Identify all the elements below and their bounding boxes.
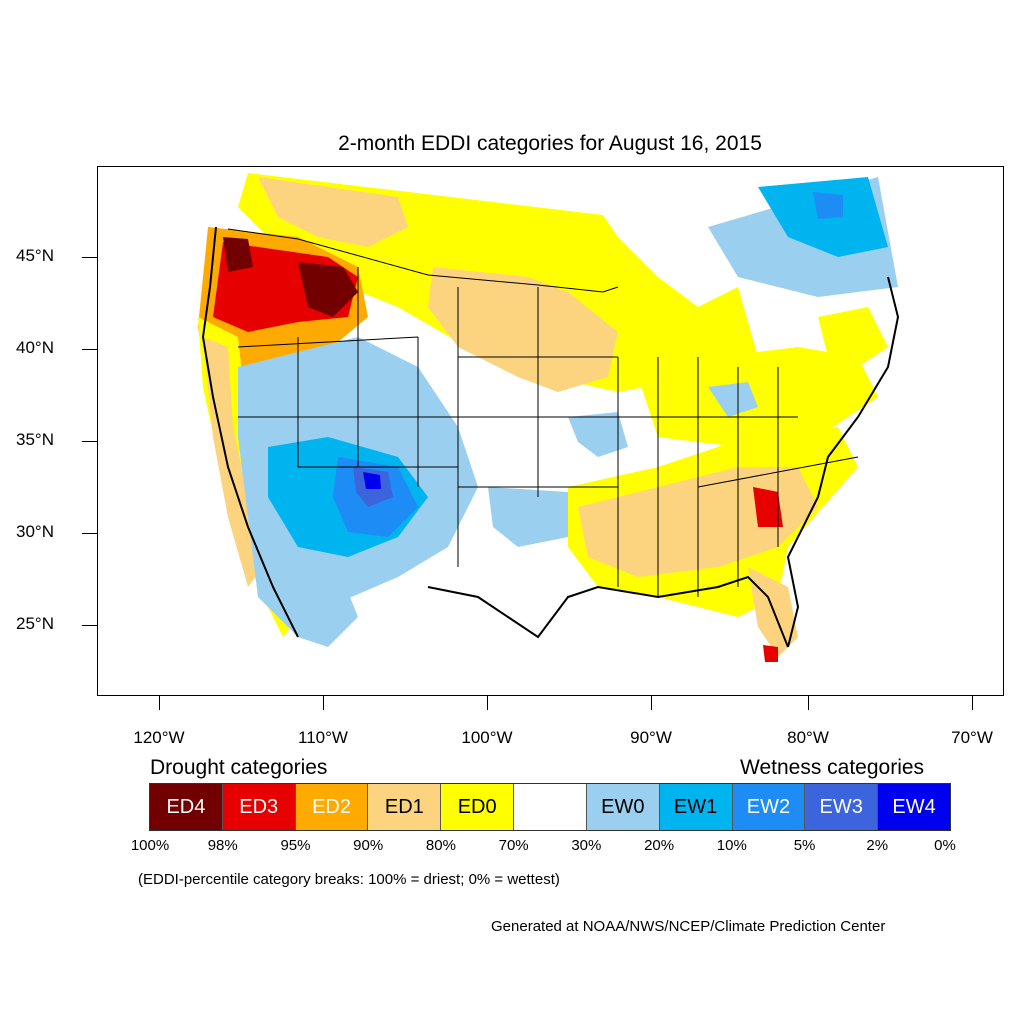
legend-break-label: 95% [280, 837, 311, 854]
legend-box-ed4: ED4 [150, 784, 223, 830]
legend-box-ew4: EW4 [878, 784, 950, 830]
lon-label-120: 120°W [133, 728, 185, 747]
drought-categories-header: Drought categories [150, 756, 328, 779]
legend-box-ew0: EW0 [586, 784, 660, 830]
ew1-region-baja [283, 547, 358, 647]
ed3-region-florida [763, 645, 778, 662]
ed4-region-pnw [298, 262, 358, 317]
legend-box-ew3: EW3 [805, 784, 879, 830]
us-coastline-gulf [427, 575, 789, 648]
lat-label-40: 40°N [16, 338, 54, 357]
legend-box-neutral [514, 784, 587, 830]
state-lines-east [618, 357, 859, 597]
legend-break-label: 80% [425, 837, 456, 854]
legend-box-ed3: ED3 [222, 784, 296, 830]
lon-tick-100 [487, 696, 488, 710]
ew2-region-canada-east [813, 192, 843, 219]
lon-tick-120 [159, 696, 160, 710]
eddi-map [97, 166, 1004, 696]
us-coastline-east [786, 276, 900, 648]
legend-break-label: 30% [571, 837, 602, 854]
ew0-region-ozarks [568, 412, 628, 457]
legend-box-ew1: EW1 [659, 784, 733, 830]
state-lines-central [457, 287, 619, 587]
us-coastline-west [201, 226, 299, 638]
legend-box-ed0: ED0 [441, 784, 515, 830]
lat-tick-45 [82, 257, 97, 258]
credit-line: Generated at NOAA/NWS/NCEP/Climate Predi… [491, 918, 886, 935]
legend-box-ed1: ED1 [368, 784, 442, 830]
lat-tick-25 [82, 625, 97, 626]
legend-break-label: 70% [498, 837, 529, 854]
lat-label-25: 25°N [16, 614, 54, 633]
legend-break-label: 90% [353, 837, 384, 854]
legend-break-label: 98% [207, 837, 238, 854]
lon-label-70: 70°W [951, 728, 993, 747]
map-title: 2-month EDDI categories for August 16, 2… [338, 132, 762, 155]
legend-box-ew2: EW2 [732, 784, 806, 830]
boundary-layer [201, 226, 900, 648]
lat-tick-40 [82, 349, 97, 350]
state-lines-west [237, 267, 458, 487]
legend-break-label: 5% [793, 837, 816, 854]
ed1-region-montana [258, 177, 408, 247]
ew0-region-great-lakes [708, 382, 758, 417]
lat-label-45: 45°N [16, 246, 54, 265]
lon-label-90: 90°W [630, 728, 672, 747]
legend-break-label: 100% [130, 837, 170, 854]
lon-tick-80 [808, 696, 809, 710]
lon-tick-110 [323, 696, 324, 710]
lat-label-30: 30°N [16, 522, 54, 541]
ed4-region-coast [223, 237, 253, 272]
lon-tick-90 [651, 696, 652, 710]
ed0-region-northeast [818, 307, 888, 367]
legend-box-ed2: ED2 [295, 784, 369, 830]
ed3-region-carolina [753, 487, 783, 527]
us-canada-border [227, 228, 619, 293]
ed1-region-north-central [428, 267, 618, 392]
lon-tick-70 [972, 696, 973, 710]
ew4-region-four-corners [363, 472, 381, 489]
wetness-categories-header: Wetness categories [740, 756, 925, 779]
ew0-region-texas [488, 487, 568, 547]
legend-break-label: 10% [716, 837, 747, 854]
legend-note: (EDDI-percentile category breaks: 100% =… [138, 871, 560, 888]
map-canvas [198, 173, 900, 662]
category-legend: ED4 ED3 ED2 ED1 ED0 EW0 EW1 EW2 EW3 EW4 [150, 784, 950, 830]
lon-label-80: 80°W [787, 728, 829, 747]
legend-break-label: 20% [644, 837, 675, 854]
legend-break-label: 2% [866, 837, 889, 854]
lon-label-100: 100°W [461, 728, 513, 747]
lon-label-110: 110°W [298, 728, 348, 747]
legend-break-label: 0% [934, 837, 956, 854]
lat-tick-30 [82, 533, 97, 534]
lat-tick-35 [82, 441, 97, 442]
lat-label-35: 35°N [16, 430, 54, 449]
